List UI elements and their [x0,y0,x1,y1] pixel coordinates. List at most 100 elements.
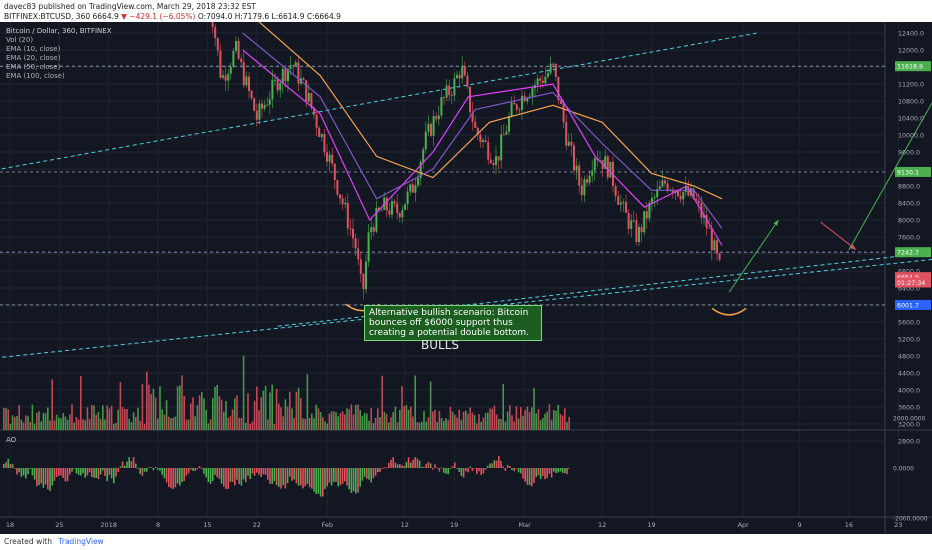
ao-bar [513,468,515,472]
volume-bar [282,416,284,430]
volume-bar [535,413,537,430]
volume-bar [412,416,414,430]
ao-tick: -2000.0000 [893,516,928,523]
ao-bar [509,466,511,468]
publisher-link[interactable]: davec83 [4,2,37,11]
candle-body [648,202,651,219]
ao-bar [159,468,161,471]
time-tick: Apr [738,521,750,529]
ao-bar [77,468,80,475]
volume-bar [20,419,23,430]
ao-bar [44,468,47,485]
candle-body [573,145,575,171]
candle-body [578,165,581,186]
ao-bar [370,468,372,483]
legend-item[interactable]: EMA (100, close) [6,72,65,80]
ao-bar [102,468,104,471]
candle-body [549,63,552,73]
tradingview-link[interactable]: TradingView [58,537,104,546]
ema-line [242,32,723,229]
ao-bar [284,468,287,489]
volume-bar [278,403,280,430]
bullish-scenario-note[interactable]: Alternative bullish scenario: Bitcoin bo… [364,305,542,341]
price-tick: 10400.0 [898,116,924,123]
legend-item[interactable]: EMA (50, close) [6,63,61,71]
candle-body [461,66,464,79]
volume-bar [77,419,80,430]
volume-bar [187,419,190,430]
candle-body [653,197,656,199]
candle-body [287,68,289,82]
candle-body [235,40,237,51]
ao-bar [436,467,438,469]
ao-bar [418,460,421,468]
candle-body [388,210,391,215]
arrow-line [728,219,779,293]
volume-bar [531,407,533,430]
volume-bar [141,384,144,430]
candle-body [609,161,612,178]
time-tick: 2018 [100,521,117,529]
ao-bar [121,461,124,468]
volume-bar [311,413,313,430]
ao-bar [291,468,293,481]
volume-bar [73,422,75,430]
volume-bar [425,421,427,430]
ao-bar [209,468,212,484]
volume-bar [135,416,137,430]
ao-bar [306,468,309,484]
volume-bar [119,382,122,430]
candle-body [591,170,594,176]
price-label-box [895,247,931,258]
legend-item[interactable]: Vol (20) [6,36,33,44]
ao-bar [60,468,62,476]
ao-bar [449,468,452,469]
candle-body [284,68,287,82]
ao-bar [64,468,67,482]
candle-body [492,163,495,165]
ao-bar [388,462,390,468]
volume-bar [69,414,71,430]
bulls-label: BULLS [421,338,460,352]
volume-bar [269,392,271,430]
volume-bar [308,417,311,430]
volume-bar [174,416,177,430]
volume-bar [121,407,124,430]
candle-body [292,65,295,67]
ao-bar [132,457,135,468]
ao-bar [511,468,513,470]
candle-body [417,178,419,186]
candle-body [424,131,427,150]
candle-body [268,99,271,105]
ao-bar [304,468,306,487]
volume-bar [71,404,73,430]
candle-body [367,232,370,262]
candle-body [684,186,687,193]
price-tick: 9600.0 [898,150,920,157]
volume-bar [95,414,97,430]
candle-body [404,204,406,210]
ao-bar [168,468,170,488]
ao-bar [412,459,414,468]
volume-bar [418,422,421,430]
ao-bar [548,468,551,474]
ao-bar [403,466,405,468]
legend-item[interactable]: EMA (20, close) [6,54,61,62]
volume-bar [498,418,500,430]
ao-bar [82,468,84,474]
candle-body [625,202,627,213]
candle-body [302,78,305,81]
ao-bar [223,468,225,487]
ao-bar [181,468,183,483]
ao-bar [564,468,566,474]
chart-area[interactable]: 12400.012000.011600.011200.010800.010400… [0,0,932,534]
candle-body [320,134,323,138]
ao-bar [451,466,454,468]
ao-bar [326,468,328,487]
legend-item[interactable]: EMA (10, close) [6,45,61,53]
ao-bar [238,468,240,485]
ao-bar [33,468,36,480]
volume-bar [401,386,403,430]
ao-bar [31,468,34,476]
volume-bar [520,407,522,430]
